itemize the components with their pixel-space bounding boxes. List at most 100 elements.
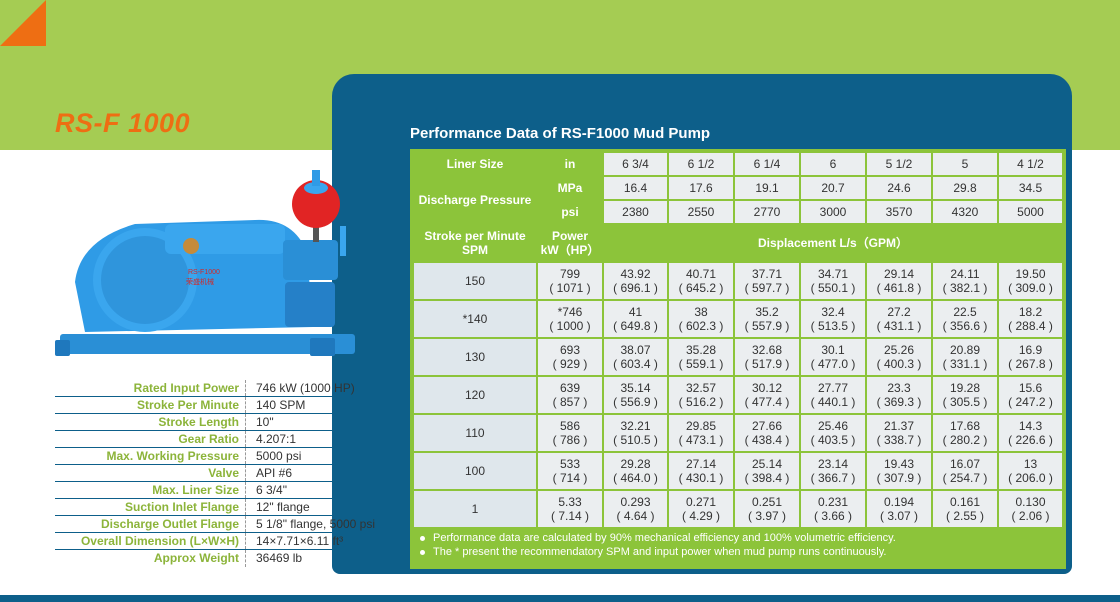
power-cell: 586( 786 ) [537, 414, 603, 452]
liner-size-label: Liner Size [413, 152, 537, 176]
liner-size-cell: 6 [800, 152, 866, 176]
note-item: Performance data are calculated by 90% m… [420, 531, 896, 545]
displacement-cell: 24.11( 382.1 ) [932, 262, 998, 300]
displacement-cell: 25.26( 400.3 ) [866, 338, 932, 376]
displacement-cell: 27.2( 431.1 ) [866, 300, 932, 338]
displacement-cell: 35.2( 557.9 ) [734, 300, 800, 338]
spec-label: Overall Dimension (L×W×H) [80, 534, 239, 548]
spec-divider [245, 397, 246, 413]
spec-row: Discharge Outlet Flange 5 1/8" flange, 50… [55, 516, 385, 533]
performance-table: Liner Size in 6 3/4 6 1/2 6 1/4 6 5 1/2 5 4 1/2 D… [413, 152, 1063, 528]
spm-header: Stroke per Minute SPM [413, 224, 537, 262]
psi-unit: psi [537, 200, 603, 224]
spm-cell: 110 [413, 414, 537, 452]
liner-unit: in [537, 152, 603, 176]
svg-text:RS-F1000: RS-F1000 [188, 269, 220, 276]
displacement-cell: 15.6( 247.2 ) [998, 376, 1063, 414]
spm-cell: 100 [413, 452, 537, 490]
performance-notes: Performance data are calculated by 90% m… [420, 531, 896, 559]
spec-row: Suction Inlet Flange 12" flange [55, 499, 385, 516]
mpa-cell: 29.8 [932, 176, 998, 200]
liner-size-cell: 4 1/2 [998, 152, 1063, 176]
power-header: Power kW（HP） [537, 224, 603, 262]
psi-cell: 5000 [998, 200, 1063, 224]
displacement-cell: 17.68( 280.2 ) [932, 414, 998, 452]
displacement-cell: 0.251( 3.97 ) [734, 490, 800, 528]
displacement-cell: 19.28( 305.5 ) [932, 376, 998, 414]
svg-text:荣盛机械: 荣盛机械 [186, 277, 214, 286]
note-item: The * present the recommendatory SPM and… [420, 545, 896, 559]
displacement-cell: 40.71( 645.2 ) [668, 262, 734, 300]
mpa-unit: MPa [537, 176, 603, 200]
mpa-cell: 20.7 [800, 176, 866, 200]
model-title: RS-F 1000 [55, 108, 191, 138]
psi-cell: 3000 [800, 200, 866, 224]
displacement-cell: 35.14( 556.9 ) [603, 376, 668, 414]
displacement-cell: 37.71( 597.7 ) [734, 262, 800, 300]
spec-label: Suction Inlet Flange [124, 500, 239, 514]
spm-cell: 120 [413, 376, 537, 414]
displacement-cell: 29.28( 464.0 ) [603, 452, 668, 490]
displacement-cell: 0.231( 3.66 ) [800, 490, 866, 528]
displacement-cell: 43.92( 696.1 ) [603, 262, 668, 300]
mpa-cell: 17.6 [668, 176, 734, 200]
psi-cell: 4320 [932, 200, 998, 224]
displacement-cell: 34.71( 550.1 ) [800, 262, 866, 300]
spec-row: Valve API #6 [55, 465, 385, 482]
table-row: 1 5.33( 7.14 ) 0.293( 4.64 ) 0.271( 4.29 ) 0… [413, 490, 1063, 528]
displacement-cell: 25.46( 403.5 ) [800, 414, 866, 452]
displacement-cell: 0.271( 4.29 ) [668, 490, 734, 528]
displacement-cell: 38( 602.3 ) [668, 300, 734, 338]
spec-value: 5 1/8" flange, 5000 psi [256, 517, 376, 531]
spec-label: Rated Input Power [133, 381, 239, 395]
displacement-cell: 0.293( 4.64 ) [603, 490, 668, 528]
spm-cell: 130 [413, 338, 537, 376]
spec-divider [245, 431, 246, 447]
displacement-cell: 19.50( 309.0 ) [998, 262, 1063, 300]
spec-divider [245, 516, 246, 532]
spec-label: Discharge Outlet Flange [100, 517, 239, 531]
mpa-cell: 16.4 [603, 176, 668, 200]
spec-row: Rated Input Power 746 kW (1000 HP) [55, 380, 385, 397]
displacement-cell: 27.66( 438.4 ) [734, 414, 800, 452]
displacement-cell: 27.77( 440.1 ) [800, 376, 866, 414]
displacement-cell: 27.14( 430.1 ) [668, 452, 734, 490]
displacement-cell: 29.14( 461.8 ) [866, 262, 932, 300]
spec-value: 5000 psi [256, 449, 302, 463]
table-row: 100 533( 714 ) 29.28( 464.0 ) 27.14( 430.1 … [413, 452, 1063, 490]
spec-row: Max. Liner Size 6 3/4" [55, 482, 385, 499]
displacement-cell: 29.85( 473.1 ) [668, 414, 734, 452]
table-row: 120 639( 857 ) 35.14( 556.9 ) 32.57( 516.2 … [413, 376, 1063, 414]
displacement-cell: 0.130( 2.06 ) [998, 490, 1063, 528]
spec-row: Stroke Per Minute 140 SPM [55, 397, 385, 414]
footer-bar [0, 595, 1120, 602]
mpa-cell: 19.1 [734, 176, 800, 200]
spec-row: Approx Weight 36469 lb [55, 550, 385, 567]
displacement-cell: 23.3( 369.3 ) [866, 376, 932, 414]
psi-cell: 3570 [866, 200, 932, 224]
spm-cell: *140 [413, 300, 537, 338]
liner-size-cell: 6 3/4 [603, 152, 668, 176]
liner-size-cell: 5 1/2 [866, 152, 932, 176]
mpa-cell: 24.6 [866, 176, 932, 200]
spec-divider [245, 550, 246, 567]
displacement-cell: 25.14( 398.4 ) [734, 452, 800, 490]
power-cell: 799( 1071 ) [537, 262, 603, 300]
displacement-cell: 0.161( 2.55 ) [932, 490, 998, 528]
spec-value: 746 kW (1000 HP) [256, 381, 355, 395]
liner-size-cell: 5 [932, 152, 998, 176]
spec-value: 12" flange [256, 500, 310, 514]
displacement-cell: 38.07( 603.4 ) [603, 338, 668, 376]
displacement-cell: 20.89( 331.1 ) [932, 338, 998, 376]
power-cell: 5.33( 7.14 ) [537, 490, 603, 528]
displacement-cell: 23.14( 366.7 ) [800, 452, 866, 490]
displacement-cell: 21.37( 338.7 ) [866, 414, 932, 452]
liner-size-cell: 6 1/4 [734, 152, 800, 176]
spec-label: Stroke Length [158, 415, 239, 429]
displacement-cell: 32.57( 516.2 ) [668, 376, 734, 414]
spec-label: Max. Working Pressure [106, 449, 240, 463]
discharge-pressure-label: Discharge Pressure [413, 176, 537, 224]
displacement-cell: 19.43( 307.9 ) [866, 452, 932, 490]
spec-row: Max. Working Pressure 5000 psi [55, 448, 385, 465]
displacement-cell: 41( 649.8 ) [603, 300, 668, 338]
